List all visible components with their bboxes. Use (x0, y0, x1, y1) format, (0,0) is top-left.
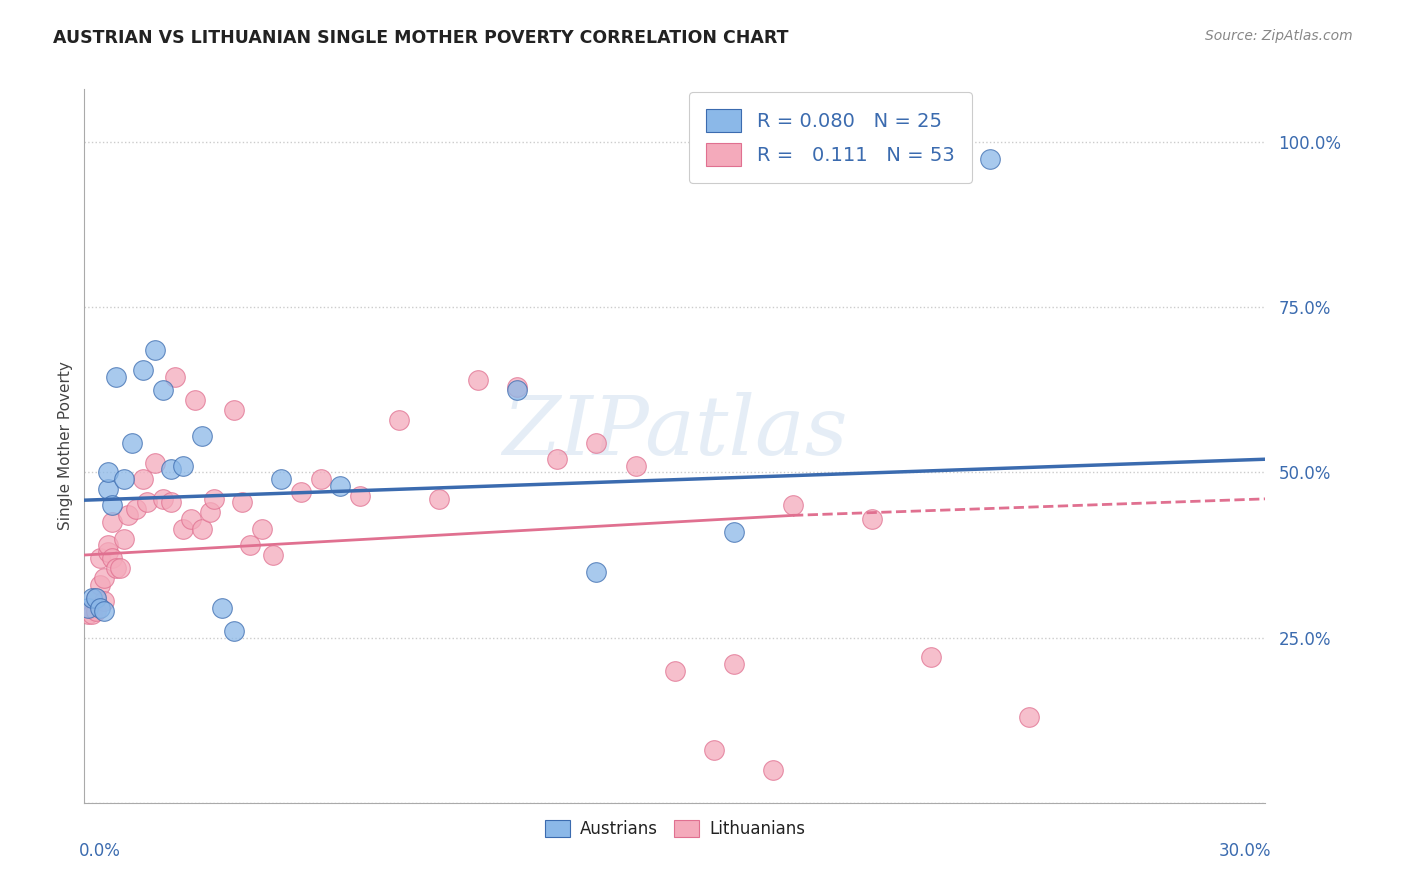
Lithuanians (104, 561, 127, 575)
Lithuanians (262, 548, 284, 562)
Lithuanians (388, 412, 411, 426)
Y-axis label: Single Mother Poverty: Single Mother Poverty (58, 361, 73, 531)
Lithuanians (97, 545, 120, 559)
Lithuanians (163, 369, 186, 384)
Austrians (132, 363, 155, 377)
Text: ZIPatlas: ZIPatlas (502, 392, 848, 472)
Lithuanians (136, 495, 159, 509)
Lithuanians (546, 452, 568, 467)
Lithuanians (664, 664, 686, 678)
Lithuanians (124, 501, 146, 516)
Lithuanians (101, 551, 124, 566)
Lithuanians (782, 499, 804, 513)
Austrians (172, 458, 194, 473)
Lithuanians (723, 657, 745, 671)
Lithuanians (239, 538, 262, 552)
Lithuanians (132, 472, 155, 486)
Lithuanians (77, 607, 100, 622)
Austrians (84, 591, 107, 605)
Lithuanians (84, 591, 107, 605)
Lithuanians (624, 458, 647, 473)
Text: Source: ZipAtlas.com: Source: ZipAtlas.com (1205, 29, 1353, 43)
Lithuanians (349, 489, 371, 503)
Lithuanians (309, 472, 332, 486)
Lithuanians (84, 604, 107, 618)
Austrians (112, 472, 135, 486)
Lithuanians (762, 763, 785, 777)
Lithuanians (89, 551, 111, 566)
Legend: Austrians, Lithuanians: Austrians, Lithuanians (538, 813, 811, 845)
Austrians (101, 499, 124, 513)
Lithuanians (183, 392, 205, 407)
Lithuanians (585, 435, 607, 450)
Lithuanians (860, 511, 883, 525)
Lithuanians (290, 485, 312, 500)
Lithuanians (172, 522, 194, 536)
Austrians (104, 369, 127, 384)
Lithuanians (1018, 710, 1040, 724)
Lithuanians (250, 522, 273, 536)
Lithuanians (117, 508, 139, 523)
Lithuanians (97, 538, 120, 552)
Lithuanians (506, 379, 529, 393)
Austrians (97, 482, 120, 496)
Lithuanians (920, 650, 942, 665)
Lithuanians (160, 495, 183, 509)
Lithuanians (202, 491, 225, 506)
Text: 0.0%: 0.0% (79, 842, 121, 860)
Austrians (82, 591, 104, 605)
Austrians (585, 565, 607, 579)
Lithuanians (108, 561, 131, 575)
Austrians (211, 600, 233, 615)
Austrians (506, 383, 529, 397)
Text: AUSTRIAN VS LITHUANIAN SINGLE MOTHER POVERTY CORRELATION CHART: AUSTRIAN VS LITHUANIAN SINGLE MOTHER POV… (53, 29, 789, 46)
Text: 30.0%: 30.0% (1219, 842, 1271, 860)
Austrians (723, 524, 745, 539)
Austrians (222, 624, 245, 638)
Austrians (121, 435, 143, 450)
Lithuanians (143, 456, 166, 470)
Lithuanians (703, 743, 725, 757)
Lithuanians (191, 522, 214, 536)
Lithuanians (180, 511, 202, 525)
Lithuanians (231, 495, 253, 509)
Austrians (143, 343, 166, 358)
Lithuanians (89, 578, 111, 592)
Austrians (77, 600, 100, 615)
Austrians (270, 472, 292, 486)
Lithuanians (467, 373, 489, 387)
Austrians (89, 600, 111, 615)
Lithuanians (82, 600, 104, 615)
Austrians (93, 604, 115, 618)
Lithuanians (427, 491, 450, 506)
Austrians (191, 429, 214, 443)
Austrians (160, 462, 183, 476)
Lithuanians (200, 505, 222, 519)
Lithuanians (93, 594, 115, 608)
Lithuanians (112, 532, 135, 546)
Austrians (979, 152, 1001, 166)
Austrians (152, 383, 174, 397)
Lithuanians (93, 571, 115, 585)
Lithuanians (82, 607, 104, 622)
Austrians (97, 466, 120, 480)
Lithuanians (222, 402, 245, 417)
Austrians (329, 478, 352, 492)
Lithuanians (101, 515, 124, 529)
Lithuanians (152, 491, 174, 506)
